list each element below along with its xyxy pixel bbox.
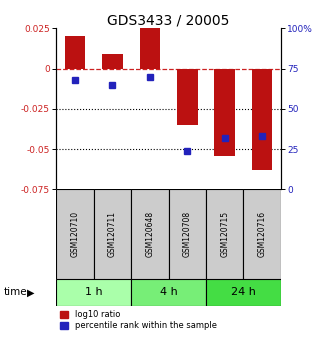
Text: ▶: ▶ — [27, 287, 34, 297]
Bar — [206, 279, 281, 306]
Bar — [140, 28, 160, 69]
Text: GSM120648: GSM120648 — [145, 211, 154, 257]
Text: GSM120716: GSM120716 — [258, 211, 267, 257]
Bar — [169, 189, 206, 279]
Bar — [252, 69, 273, 170]
Text: GSM120715: GSM120715 — [220, 211, 229, 257]
Bar — [131, 279, 206, 306]
Bar — [94, 189, 131, 279]
Legend: log10 ratio, percentile rank within the sample: log10 ratio, percentile rank within the … — [57, 307, 220, 333]
Text: 24 h: 24 h — [231, 287, 256, 297]
Text: GSM120708: GSM120708 — [183, 211, 192, 257]
Bar — [131, 189, 169, 279]
Bar — [214, 69, 235, 156]
Title: GDS3433 / 20005: GDS3433 / 20005 — [107, 13, 230, 27]
Bar — [243, 189, 281, 279]
Text: time: time — [3, 287, 27, 297]
Bar — [177, 69, 197, 125]
Text: GSM120711: GSM120711 — [108, 211, 117, 257]
Bar — [206, 189, 243, 279]
Text: GSM120710: GSM120710 — [70, 211, 79, 257]
Text: 4 h: 4 h — [160, 287, 178, 297]
Bar — [102, 54, 123, 69]
Bar — [56, 189, 94, 279]
Text: 1 h: 1 h — [85, 287, 102, 297]
Bar — [56, 279, 131, 306]
Bar — [65, 36, 85, 69]
